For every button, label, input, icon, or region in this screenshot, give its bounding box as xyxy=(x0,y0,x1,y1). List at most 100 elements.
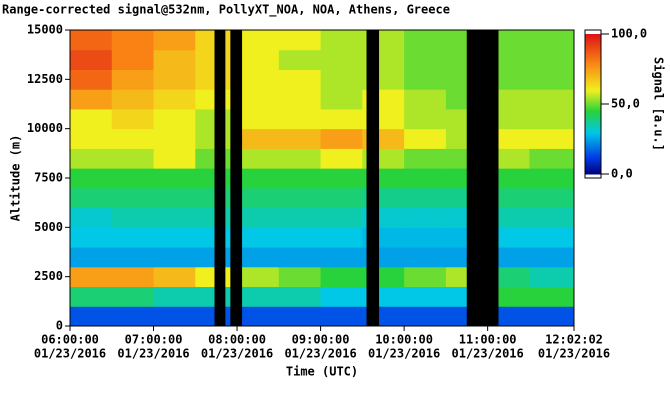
heatmap-cell xyxy=(237,187,280,209)
x-tick-label: 12:02:02 xyxy=(545,333,603,347)
colorbar-step xyxy=(585,168,601,171)
heatmap-cell xyxy=(153,128,196,149)
colorbar-step xyxy=(585,112,601,115)
heatmap-cell xyxy=(153,30,196,51)
colorbar-step xyxy=(585,82,601,85)
heatmap-cell xyxy=(404,69,447,90)
heatmap-cell xyxy=(320,187,363,209)
colorbar-step xyxy=(585,52,601,55)
colorbar-tick-label: 100,0 xyxy=(611,27,647,41)
colorbar-step xyxy=(585,94,601,97)
colorbar-step xyxy=(585,136,601,139)
heatmap-cell xyxy=(320,247,363,268)
x-axis-label: Time (UTC) xyxy=(286,365,358,379)
colorbar-step xyxy=(585,84,601,87)
heatmap-cell xyxy=(153,108,196,130)
heatmap-cell xyxy=(153,286,196,307)
y-tick-label: 12500 xyxy=(27,72,63,86)
colorbar-step xyxy=(585,56,601,59)
heatmap-cell xyxy=(111,306,155,327)
colorbar-step xyxy=(585,172,601,175)
heatmap-cell xyxy=(320,49,363,70)
heatmap-cell xyxy=(70,148,113,169)
colorbar-step xyxy=(585,150,601,153)
data-gap xyxy=(214,30,226,326)
heatmap-cell xyxy=(237,30,280,51)
colorbar-step xyxy=(585,68,601,71)
colorbar-step xyxy=(585,144,601,147)
heatmap-cell xyxy=(320,30,363,51)
heatmap-cell xyxy=(529,128,575,149)
heatmap-cell xyxy=(404,89,447,110)
x-tick-label: 10:00:00 xyxy=(375,333,433,347)
x-tick-date: 01/23/2016 xyxy=(538,347,610,361)
colorbar-step xyxy=(585,166,601,169)
x-tick-date: 01/23/2016 xyxy=(34,347,106,361)
colorbar-step xyxy=(585,86,601,89)
colorbar-step xyxy=(585,106,601,109)
heatmap-cell xyxy=(70,207,113,228)
heatmap-cell xyxy=(404,187,447,209)
heatmap-cell xyxy=(320,168,363,189)
heatmap-cell xyxy=(529,247,575,268)
heatmap-cell xyxy=(404,128,447,149)
heatmap-cell xyxy=(404,207,447,228)
heatmap-cell xyxy=(320,266,363,288)
heatmap-cell xyxy=(278,49,322,70)
colorbar-step xyxy=(585,104,601,107)
colorbar-step xyxy=(585,138,601,141)
heatmap-cell xyxy=(70,227,113,248)
heatmap-cell xyxy=(278,266,322,288)
x-tick-date: 01/23/2016 xyxy=(201,347,273,361)
heatmap-cell xyxy=(320,89,363,110)
heatmap-cell xyxy=(153,69,196,90)
heatmap-cell xyxy=(404,108,447,130)
x-tick-date: 01/23/2016 xyxy=(368,347,440,361)
colorbar-step xyxy=(585,118,601,121)
heatmap-cell xyxy=(111,89,155,110)
heatmap-cell xyxy=(70,89,113,110)
x-tick-date: 01/23/2016 xyxy=(117,347,189,361)
heatmap-cell xyxy=(529,148,575,169)
colorbar-step xyxy=(585,72,601,75)
colorbar-step xyxy=(585,164,601,167)
heatmap-cell xyxy=(153,187,196,209)
colorbar-step xyxy=(585,126,601,129)
heatmap-cell xyxy=(153,49,196,70)
x-tick-date: 01/23/2016 xyxy=(452,347,524,361)
heatmap-cell xyxy=(153,247,196,268)
colorbar-step xyxy=(585,66,601,69)
colorbar-step xyxy=(585,132,601,135)
heatmap-cell xyxy=(70,128,113,149)
heatmap-cell xyxy=(153,306,196,327)
heatmap-cell xyxy=(529,227,575,248)
heatmap-cell xyxy=(237,286,280,307)
colorbar-step xyxy=(585,128,601,131)
heatmap-cell xyxy=(111,128,155,149)
heatmap-cell xyxy=(237,148,280,169)
colorbar-step xyxy=(585,48,601,51)
colorbar-tick-label: 50,0 xyxy=(611,97,640,111)
heatmap-cell xyxy=(70,69,113,90)
heatmap-cell xyxy=(278,187,322,209)
colorbar-step xyxy=(585,100,601,103)
heatmap-cell xyxy=(111,207,155,228)
colorbar-step xyxy=(585,78,601,81)
colorbar-step xyxy=(585,76,601,79)
heatmap-cell xyxy=(111,168,155,189)
heatmap-cell xyxy=(320,69,363,90)
heatmap-cell xyxy=(111,108,155,130)
colorbar-step xyxy=(585,98,601,101)
heatmap-cell xyxy=(278,89,322,110)
colorbar-step xyxy=(585,130,601,133)
heatmap-cell xyxy=(111,148,155,169)
heatmap-cell xyxy=(70,108,113,130)
colorbar-step xyxy=(585,148,601,151)
colorbar-step xyxy=(585,80,601,83)
heatmap-cell xyxy=(153,266,196,288)
heatmap-cell xyxy=(278,69,322,90)
heatmap-cell xyxy=(237,89,280,110)
colorbar-step xyxy=(585,170,601,173)
colorbar-step xyxy=(585,142,601,145)
